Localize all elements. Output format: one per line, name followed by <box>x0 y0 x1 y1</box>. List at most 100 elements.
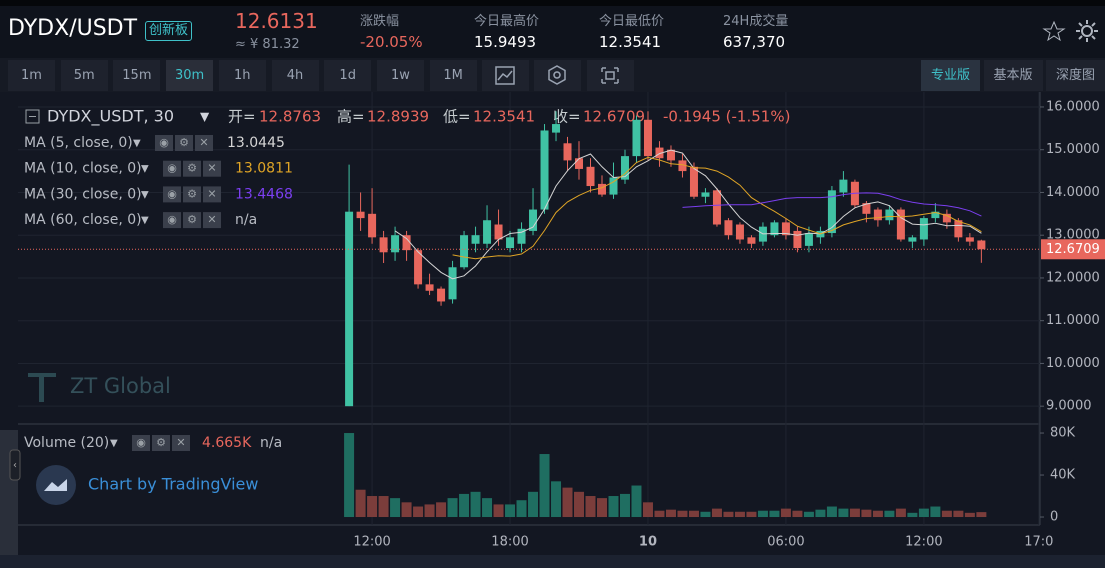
legend-action-icon: ◉ <box>159 136 169 149</box>
dropdown-arrow[interactable]: ▼ <box>200 110 210 124</box>
dropdown-arrow: ▼ <box>110 438 118 449</box>
legend-action[interactable] <box>203 186 221 203</box>
candle-body <box>942 213 951 223</box>
candle-body <box>965 237 974 242</box>
volume-bar <box>367 496 378 518</box>
candle-body <box>425 284 434 291</box>
legend-action-icon: ✕ <box>207 162 216 175</box>
high-label: 高= <box>337 108 365 126</box>
interval-button[interactable]: 1w <box>376 60 424 91</box>
interval-button[interactable]: 15m <box>113 60 161 91</box>
volume-bar <box>930 506 941 518</box>
volume-bar <box>746 511 757 518</box>
tool-icon-path <box>548 65 566 85</box>
legend-action[interactable] <box>152 435 170 451</box>
tool-button[interactable] <box>587 60 634 91</box>
candle-body <box>437 288 446 302</box>
legend-action[interactable] <box>163 212 181 229</box>
candle-body <box>379 237 388 253</box>
volume-bar <box>803 511 814 518</box>
open-value: 12.8763 <box>259 108 321 126</box>
view-button[interactable]: 专业版 <box>921 60 980 91</box>
volume-bar <box>976 512 987 518</box>
last-price: 12.6131 <box>235 9 318 33</box>
volume-bar <box>574 491 585 518</box>
dropdown-arrow: ▼ <box>133 138 141 149</box>
last-price-label: 12.6709 <box>1046 242 1100 257</box>
ma-line <box>682 192 982 217</box>
x-tick-label: 06:00 <box>767 535 804 550</box>
tv-logo <box>36 465 76 505</box>
legend-action[interactable] <box>195 135 213 151</box>
symbol: DYDX/USDT <box>8 16 138 41</box>
board-tag: 创新板 <box>145 21 193 41</box>
interval-button[interactable]: 5m <box>60 60 108 91</box>
symbol-label[interactable]: DYDX_USDT, 30 <box>47 107 174 127</box>
candle-body <box>471 235 480 244</box>
collapse-legend[interactable] <box>25 109 40 124</box>
ma-legend-value: 13.0811 <box>235 161 293 177</box>
ma-line <box>452 156 982 260</box>
interval-button[interactable]: 4h <box>271 60 319 91</box>
legend-action[interactable] <box>163 186 181 203</box>
volume-legend-value: 4.665K <box>202 435 252 451</box>
candle-body <box>701 192 710 197</box>
legend-action[interactable] <box>203 212 221 229</box>
tool-button[interactable] <box>534 60 581 91</box>
legend-action-icon: ◉ <box>167 162 177 175</box>
stat-label: 今日最高价 <box>474 14 540 29</box>
header-bg <box>0 0 1105 58</box>
interval-button[interactable]: 1M <box>429 60 477 91</box>
legend-action-icon: ⚙ <box>187 213 197 226</box>
legend-action[interactable] <box>175 135 193 151</box>
tool-button[interactable] <box>482 60 529 91</box>
interval-button[interactable]: 1m <box>8 60 55 91</box>
volume-bar <box>344 433 355 518</box>
legend-action[interactable] <box>155 135 173 151</box>
dropdown-arrow: ▼ <box>141 215 149 226</box>
candle-body <box>931 211 940 219</box>
ma-legend-value: 13.0445 <box>227 135 285 151</box>
stat-value: 15.9493 <box>474 33 537 51</box>
open-label: 开= <box>228 108 256 126</box>
legend-action[interactable] <box>183 186 201 203</box>
candle-body <box>747 237 756 244</box>
tv-text[interactable]: Chart by TradingView <box>88 475 258 494</box>
collapse-button[interactable] <box>9 449 21 481</box>
footer-strip <box>0 555 1105 568</box>
candle-body <box>839 179 848 193</box>
legend-action[interactable] <box>172 435 190 451</box>
volume-bar <box>792 510 803 518</box>
tool-icon <box>548 65 566 85</box>
candle-body <box>689 166 698 197</box>
interval-button[interactable]: 30m <box>166 60 214 91</box>
candle-body <box>368 213 377 238</box>
volume-bar <box>608 496 619 518</box>
candle-body <box>735 224 744 240</box>
x-tick-label: 12:00 <box>353 535 390 550</box>
stat-value: 12.3541 <box>599 33 662 51</box>
volume-bar <box>884 510 895 518</box>
view-button[interactable]: 深度图 <box>1046 60 1105 91</box>
legend-action[interactable] <box>183 212 201 229</box>
last-price-box <box>1041 239 1105 260</box>
volume-bar <box>665 509 676 518</box>
y-tick-label: 12.0000 <box>1046 270 1100 285</box>
interval-button[interactable]: 1h <box>218 60 266 91</box>
legend-action[interactable] <box>163 160 181 177</box>
ma-legend-name: MA (5, close, 0) <box>24 135 133 151</box>
volume-bar <box>378 496 389 518</box>
y-tick-label: 15.0000 <box>1046 142 1100 157</box>
candle-body <box>517 228 526 244</box>
legend-action[interactable] <box>132 435 150 451</box>
volume-bar <box>390 498 401 518</box>
volume-bar <box>619 493 630 518</box>
volume-bar <box>953 510 964 518</box>
legend-action[interactable] <box>183 160 201 177</box>
legend-action-icon: ◉ <box>167 187 177 200</box>
interval-button[interactable]: 1d <box>324 60 372 91</box>
candle-body <box>862 203 871 214</box>
legend-action[interactable] <box>203 160 221 177</box>
view-button[interactable]: 基本版 <box>983 60 1043 91</box>
